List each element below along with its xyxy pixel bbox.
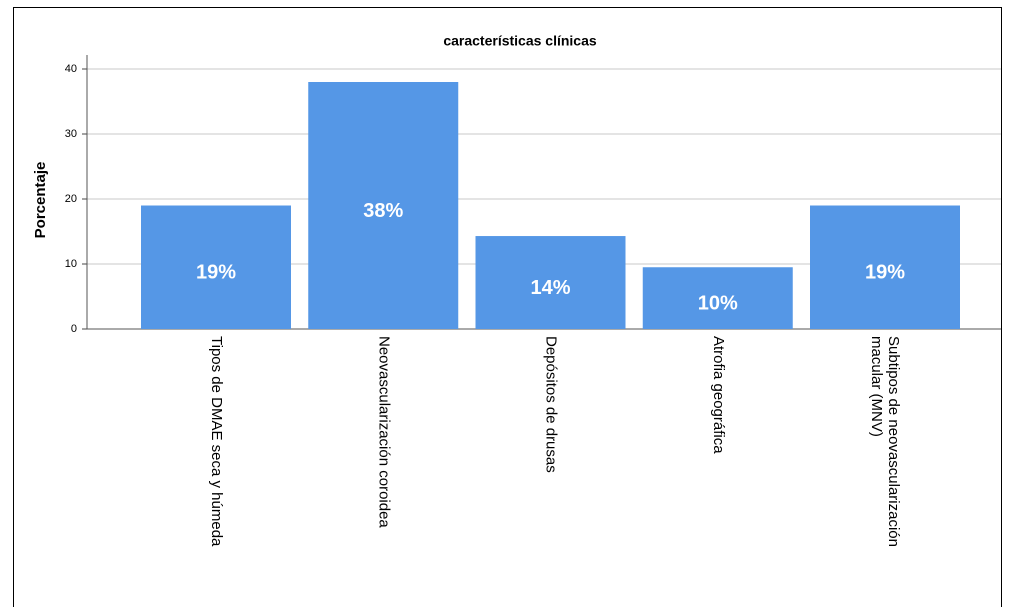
data-label: 19% bbox=[865, 262, 905, 284]
data-label: 19% bbox=[196, 262, 236, 284]
y-tick-label: 20 bbox=[65, 193, 77, 205]
bar bbox=[308, 82, 459, 329]
y-tick-label: 40 bbox=[65, 63, 77, 75]
bar bbox=[141, 205, 291, 329]
x-tick-label: Subtipos de neovascularizaciónmacular (M… bbox=[868, 336, 902, 547]
chart-title: características clínicas bbox=[443, 33, 597, 49]
y-axis-label: Porcentaje bbox=[32, 162, 49, 239]
data-label: 10% bbox=[698, 292, 738, 314]
x-tick-label: Neovascularización coroidea bbox=[375, 336, 392, 528]
x-tick-label: Depósitos de drusas bbox=[543, 336, 560, 473]
data-label: 38% bbox=[363, 200, 403, 222]
y-tick-label: 10 bbox=[65, 258, 77, 270]
bar bbox=[810, 205, 960, 329]
x-tick-label: Atrofia geográfica bbox=[710, 336, 727, 454]
y-tick-label: 30 bbox=[65, 128, 77, 140]
y-tick-label: 0 bbox=[71, 323, 77, 335]
x-tick-label: Tipos de DMAE seca y húmeda bbox=[208, 336, 225, 547]
data-label: 14% bbox=[530, 277, 570, 299]
bar bbox=[642, 267, 793, 329]
bar bbox=[475, 236, 626, 329]
